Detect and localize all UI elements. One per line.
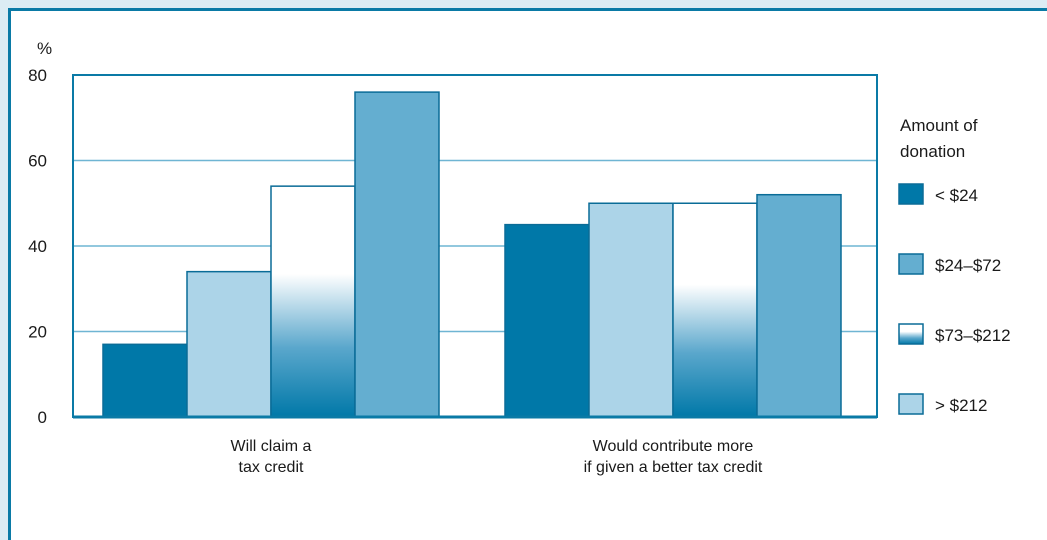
legend-title: donation xyxy=(900,142,965,161)
bar xyxy=(588,202,674,418)
legend-title: Amount of xyxy=(900,116,978,135)
bar xyxy=(186,270,272,418)
legend-swatch xyxy=(898,393,924,415)
bar xyxy=(756,193,842,418)
bar xyxy=(672,202,758,418)
legend-label: < $24 xyxy=(935,186,978,205)
legend-swatch xyxy=(898,183,924,205)
y-tick-label: 60 xyxy=(28,152,47,171)
legend: Amount of donation < $24 $24–$72 $73–$212 > $… xyxy=(898,116,1011,415)
bars xyxy=(102,91,842,418)
y-tick-label: 0 xyxy=(38,408,47,427)
category-label: if given a better tax credit xyxy=(584,459,763,476)
y-tick-label: 40 xyxy=(28,237,47,256)
category-label: Would contribute more xyxy=(593,438,754,455)
y-axis-unit-label: % xyxy=(37,39,52,58)
bar xyxy=(270,185,356,418)
legend-swatch xyxy=(898,253,924,275)
category-label: tax credit xyxy=(239,459,304,476)
axes xyxy=(72,74,878,419)
bar xyxy=(102,343,188,418)
category-label: Will claim a xyxy=(231,438,312,455)
legend-label: $73–$212 xyxy=(935,326,1011,345)
labels: 0 20 40 60 80% Will claim a tax credit Would co… xyxy=(28,39,763,476)
bar-chart: 0 20 40 60 80% Will claim a tax credit Would co… xyxy=(28,39,1011,476)
y-tick-label: 80 xyxy=(28,66,47,85)
legend-swatch xyxy=(898,323,924,345)
chart-frame: 0 20 40 60 80% Will claim a tax credit Would co… xyxy=(8,8,1047,540)
y-tick-label: 20 xyxy=(28,323,47,342)
legend-label: > $212 xyxy=(935,396,987,415)
bar xyxy=(504,223,590,418)
bar xyxy=(354,91,440,418)
legend-label: $24–$72 xyxy=(935,256,1001,275)
